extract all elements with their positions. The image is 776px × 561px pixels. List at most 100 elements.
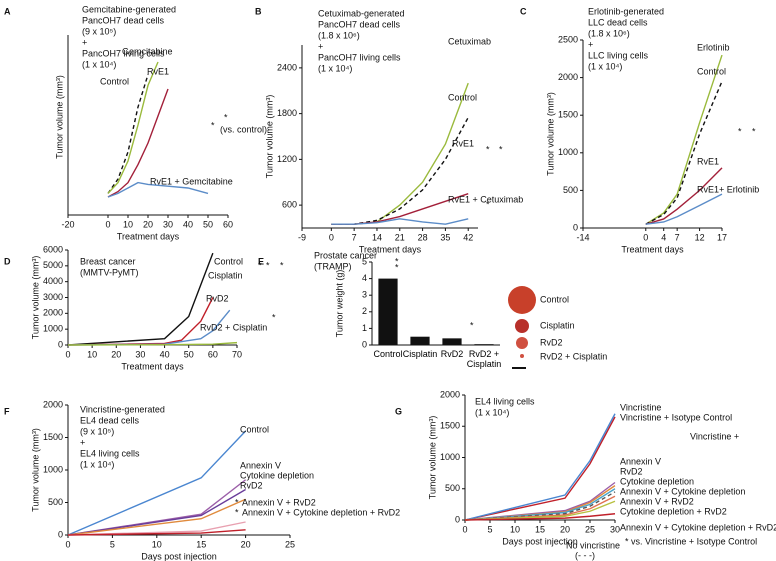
y-tick-label: 500 xyxy=(563,185,578,195)
x-tick-label: 15 xyxy=(535,524,545,534)
series-line xyxy=(331,218,469,225)
tumor-image xyxy=(516,337,528,349)
image-label: Cisplatin xyxy=(540,320,575,330)
panel-title: (TRAMP) xyxy=(314,261,352,271)
annotation: * xyxy=(211,120,215,130)
y-axis-label: Tumor weight (g) xyxy=(334,270,344,338)
series-line xyxy=(67,488,246,536)
x-tick-label: 21 xyxy=(395,232,405,242)
annotation: * xyxy=(266,260,270,270)
series-label: Annexin V xyxy=(620,456,661,466)
y-tick-label: 4 xyxy=(362,273,367,283)
x-tick-label: -9 xyxy=(298,232,306,242)
y-tick-label: 4000 xyxy=(43,276,63,286)
annotation: * xyxy=(395,262,399,272)
y-tick-label: 0 xyxy=(455,514,460,524)
panel-title: (1 x 10⁴) xyxy=(82,59,116,69)
panel-title: PancOH7 living cells xyxy=(318,52,401,62)
y-tick-label: 0 xyxy=(573,222,578,232)
x-tick-label: 70 xyxy=(232,349,242,359)
series-label: Gemcitabine xyxy=(122,46,173,56)
panel-letter: B xyxy=(255,6,262,16)
series-line xyxy=(645,54,723,225)
x-tick-label: 30 xyxy=(135,349,145,359)
series-label: Annexin V xyxy=(240,460,281,470)
y-axis-label: Tumor volume (mm³) xyxy=(264,95,274,179)
series-label: Control xyxy=(214,256,243,266)
series-line xyxy=(645,167,723,225)
series-label: Cytokine depletion + RvD2 xyxy=(620,506,727,516)
panel-letter: A xyxy=(4,6,11,16)
series-line xyxy=(67,529,246,536)
y-tick-label: 600 xyxy=(282,200,297,210)
x-tick-label: -14 xyxy=(576,232,589,242)
y-tick-label: 1500 xyxy=(43,432,63,442)
panel-title: (1 x 10⁴) xyxy=(318,63,352,73)
x-tick-label: 7 xyxy=(675,232,680,242)
annotation: * xyxy=(470,320,474,330)
x-tick-label: 30 xyxy=(163,219,173,229)
y-axis-label: Tumor volume (mm³) xyxy=(30,256,40,340)
panel-letter: C xyxy=(520,6,527,16)
x-tick-label: 30 xyxy=(610,524,620,534)
annotation: * xyxy=(258,260,262,270)
x-tick-label: 10 xyxy=(510,524,520,534)
y-tick-label: 500 xyxy=(445,483,460,493)
series-label: RvE1+ Erlotinib xyxy=(697,184,759,194)
y-tick-label: 6000 xyxy=(43,244,63,254)
annotation: * xyxy=(235,507,239,517)
series-line xyxy=(67,252,214,346)
annotation: * xyxy=(395,256,399,266)
panel-title: (1.8 x 10⁶) xyxy=(318,30,360,40)
panel-title: EL4 living cells xyxy=(475,396,535,406)
image-label: RvD2 xyxy=(540,337,563,347)
panel-title: PancOH7 dead cells xyxy=(318,19,401,29)
x-tick-label: 42 xyxy=(463,232,473,242)
series-label: Erlotinib xyxy=(697,42,730,52)
series-line xyxy=(67,341,238,346)
panel-title: + xyxy=(588,39,593,49)
panel-title: EL4 dead cells xyxy=(80,415,140,425)
y-tick-label: 3 xyxy=(362,290,367,300)
bar xyxy=(378,278,398,345)
x-tick-label: 28 xyxy=(418,232,428,242)
series-label: RvE1 + Cetuximab xyxy=(448,194,523,204)
annotation: * xyxy=(224,112,228,122)
series-label: RvE1 + Gemcitabine xyxy=(150,176,233,186)
panel-letter: G xyxy=(395,406,402,416)
x-tick-label: 12 xyxy=(695,232,705,242)
x-tick-label: 50 xyxy=(203,219,213,229)
series-line xyxy=(645,193,723,225)
panel-title: (1 x 10⁴) xyxy=(80,459,114,469)
panel-title: Gemcitabine-generated xyxy=(82,4,176,14)
x-tick-label: 40 xyxy=(183,219,193,229)
x-tick-label: 15 xyxy=(196,539,206,549)
image-label: Control xyxy=(540,294,569,304)
x-tick-label: 20 xyxy=(143,219,153,229)
tumor-images xyxy=(508,286,536,369)
x-tick-label: 17 xyxy=(717,232,727,242)
x-axis-label: Days post injection xyxy=(502,536,578,546)
y-tick-label: 2000 xyxy=(558,72,578,82)
x-tick-label: RvD2 + Cisplatin xyxy=(466,349,502,369)
series-label: Control xyxy=(100,76,129,86)
series-label: Vincristine xyxy=(620,402,661,412)
panel-title: + xyxy=(318,41,323,51)
x-tick-label: 10 xyxy=(152,539,162,549)
panel-title: EL4 living cells xyxy=(80,448,140,458)
y-tick-label: 1200 xyxy=(277,154,297,164)
panel-letter: E xyxy=(258,256,264,266)
series-label: Cetuximab xyxy=(448,36,491,46)
x-tick-label: 5 xyxy=(110,539,115,549)
annotation: * xyxy=(280,260,284,270)
panel-title: (9 x 10⁵) xyxy=(80,426,114,436)
x-axis-label: Days post injection xyxy=(141,551,217,561)
series-line xyxy=(67,430,247,536)
bar xyxy=(410,336,430,345)
series-label: Cisplatin xyxy=(208,270,243,280)
x-tick-label: -20 xyxy=(61,219,74,229)
y-tick-label: 1 xyxy=(362,323,367,333)
x-tick-label: 25 xyxy=(285,539,295,549)
x-tick-label: 60 xyxy=(208,349,218,359)
